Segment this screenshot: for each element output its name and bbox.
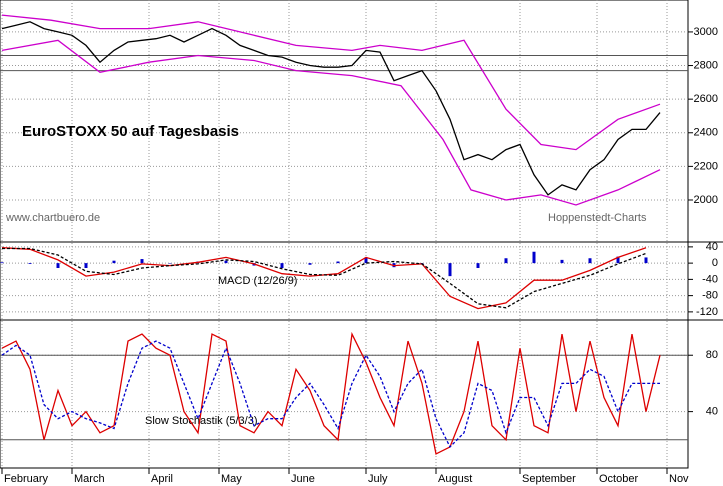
x-tick-label: June [291, 473, 315, 485]
y-tick-label: 2200 [694, 160, 718, 172]
histogram-bar [560, 259, 564, 264]
y-tick-label: 40 [706, 241, 718, 253]
histogram-bar [644, 257, 648, 264]
x-tick-label: April [151, 473, 173, 485]
series-line [2, 247, 647, 309]
histogram-bar [336, 261, 340, 264]
histogram-bar [224, 260, 228, 264]
y-tick-label: -120 [696, 306, 718, 318]
panel-title: MACD (12/26/9) [218, 275, 297, 287]
chart-title: EuroSTOXX 50 auf Tagesbasis [22, 123, 239, 140]
y-tick-label: 2000 [694, 194, 718, 206]
series-line [1, 340, 660, 449]
x-tick-label: Nov [669, 473, 689, 485]
y-tick-label: 2800 [694, 59, 718, 71]
y-tick-label: 2400 [694, 127, 718, 139]
histogram-bar [504, 258, 508, 264]
y-tick-label: 3000 [694, 26, 718, 38]
x-tick-label: October [599, 473, 638, 485]
x-tick-label: March [74, 473, 105, 485]
histogram-bar [56, 263, 60, 268]
histogram-bar [168, 263, 172, 264]
annotation: www.chartbuero.de [5, 212, 100, 224]
y-tick-label: -80 [702, 290, 718, 302]
histogram-bar [308, 263, 312, 265]
histogram-bar [84, 263, 88, 268]
series-line [1, 331, 661, 455]
histogram-bar [112, 260, 116, 264]
histogram-bar [140, 259, 144, 264]
histogram-bar [588, 258, 592, 264]
histogram-bar [616, 256, 620, 264]
histogram-bar [280, 263, 284, 268]
series-line [1, 14, 661, 151]
y-tick-label: 2600 [694, 93, 718, 105]
annotation: Hoppenstedt-Charts [548, 212, 647, 224]
histogram-bar [476, 263, 480, 268]
series-line [1, 39, 661, 206]
x-tick-label: May [221, 473, 242, 485]
histogram-bar [0, 262, 4, 264]
y-tick-label: 80 [706, 349, 718, 361]
panel-title: Slow Stochastik (5/3/3) [145, 415, 258, 427]
y-tick-label: 40 [706, 406, 718, 418]
x-tick-label: August [438, 473, 472, 485]
y-tick-label: 0 [712, 257, 718, 269]
histogram-bar [532, 251, 536, 264]
x-tick-label: February [4, 473, 49, 485]
series-line [1, 21, 661, 196]
histogram-bar [448, 263, 452, 277]
histogram-bar [364, 257, 368, 264]
histogram-bar [28, 263, 32, 264]
y-tick-label: -40 [702, 273, 718, 285]
x-tick-label: July [368, 473, 388, 485]
x-tick-label: September [522, 473, 576, 485]
